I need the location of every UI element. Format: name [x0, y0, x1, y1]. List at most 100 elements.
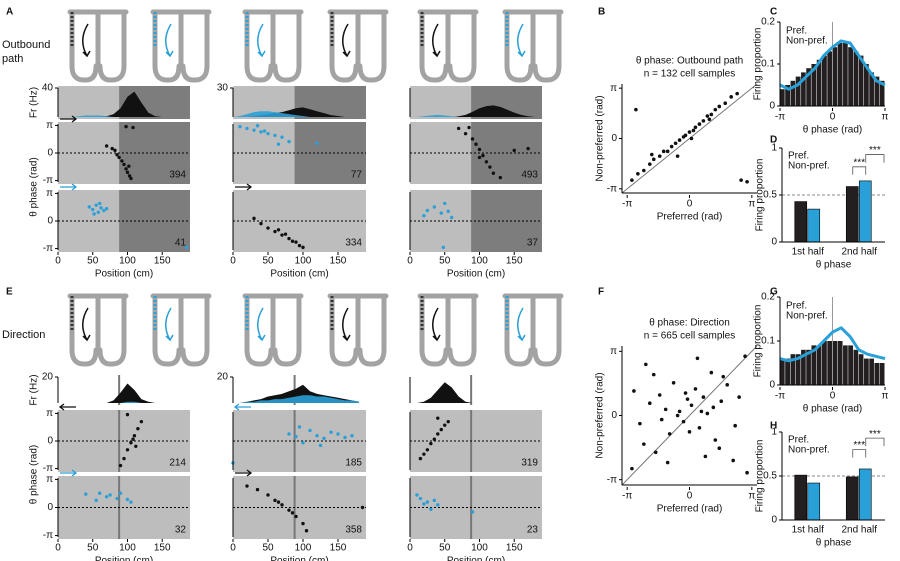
point: [709, 112, 714, 117]
point: [127, 174, 132, 178]
point: [456, 126, 461, 131]
point: [301, 521, 305, 526]
point: [99, 206, 103, 210]
point: [255, 124, 260, 128]
point: [294, 434, 298, 439]
track-icon: [417, 9, 479, 83]
track: [150, 293, 212, 367]
point: [719, 399, 724, 403]
x-axis-label: Position (cm): [447, 269, 505, 280]
significance-label: ***: [853, 440, 865, 451]
point: [723, 101, 728, 106]
point: [647, 162, 652, 166]
significance-label: ***: [869, 145, 881, 156]
x-tick-label: 1st half: [792, 247, 824, 258]
track-icon: [327, 9, 389, 83]
histogram-bar: [811, 345, 817, 385]
point: [280, 135, 284, 139]
point: [262, 129, 267, 133]
x-tick-label: 50: [439, 256, 451, 267]
chart-subtitle: n = 132 cell samples: [644, 69, 735, 80]
point: [425, 208, 430, 213]
x-tick-label: π: [748, 491, 755, 502]
phase-curve: [779, 326, 886, 363]
point: [108, 493, 112, 497]
x-tick-label: 50: [439, 543, 451, 554]
point: [287, 432, 291, 436]
point: [642, 442, 646, 446]
cell-count: 77: [351, 170, 363, 181]
y-tick-label: -π: [43, 530, 53, 541]
y-tick-label: 0.2: [761, 17, 775, 28]
x-tick-label: -π: [622, 199, 632, 210]
histogram-bar: [827, 51, 832, 106]
point: [259, 130, 263, 134]
point: [422, 502, 426, 506]
direction-arrow: [58, 403, 76, 411]
direction-arrow: [432, 23, 441, 58]
direction-arrow: [82, 23, 91, 58]
point: [125, 497, 130, 502]
point: [687, 430, 692, 434]
point: [721, 374, 726, 379]
point: [318, 443, 323, 448]
point: [422, 214, 426, 218]
point: [474, 142, 478, 146]
y-tick-label: π: [46, 408, 53, 419]
point: [526, 146, 530, 151]
point: [512, 148, 516, 153]
track: [417, 293, 479, 367]
x-axis-label: θ phase: [816, 260, 852, 271]
point: [717, 446, 722, 451]
point: [691, 128, 696, 133]
histogram-bar: [806, 349, 811, 385]
point: [287, 236, 291, 241]
point: [304, 529, 309, 533]
point: [125, 448, 130, 452]
point: [699, 409, 704, 414]
x-axis-label: Position (cm): [447, 556, 505, 561]
point: [689, 403, 694, 408]
track-icon: [67, 9, 129, 83]
point: [697, 122, 702, 126]
point: [697, 425, 702, 430]
point: [642, 168, 646, 173]
direction-arrow: [165, 23, 174, 58]
point: [429, 441, 433, 446]
histogram-bar: [869, 358, 874, 385]
point: [477, 155, 482, 160]
point: [129, 500, 133, 504]
point: [649, 152, 654, 157]
histogram-bar: [790, 354, 796, 385]
y-tick-label: 40: [42, 83, 54, 94]
cell-count: 23: [527, 525, 539, 536]
x-tick-label: 0: [407, 256, 413, 267]
point: [667, 432, 672, 436]
point: [266, 131, 270, 136]
point: [693, 387, 698, 391]
y-tick-label: 0.5: [763, 471, 777, 482]
point: [671, 380, 676, 385]
bar: [858, 468, 872, 521]
point: [110, 146, 114, 151]
point: [745, 470, 749, 475]
histogram-bar: [780, 358, 785, 385]
track-icon: [417, 293, 479, 367]
histogram-bar: [816, 345, 822, 385]
histogram-bar: [874, 363, 880, 385]
point: [711, 405, 716, 410]
point: [96, 210, 100, 214]
histogram-bar: [780, 89, 785, 106]
point: [685, 397, 690, 401]
x-tick-label: 0: [830, 391, 836, 402]
significance-bracket: [865, 437, 885, 447]
x-tick-label: 150: [154, 256, 171, 267]
point: [266, 226, 270, 230]
point: [129, 441, 133, 445]
y-axis-label: θ phase (rad): [29, 157, 40, 216]
histogram-bar: [795, 354, 801, 385]
point: [273, 498, 277, 503]
point: [636, 171, 640, 176]
panel-letter: E: [6, 287, 13, 298]
point: [259, 221, 263, 226]
